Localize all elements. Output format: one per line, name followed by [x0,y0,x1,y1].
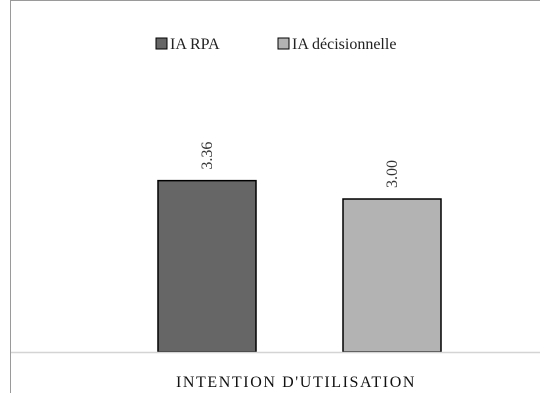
bar-ia-rpa [157,179,257,353]
plot-area: 3.36 3.00 [157,142,442,353]
data-label-ia-decisionnelle: 3.00 [384,160,401,188]
legend-label-ia-decisionnelle: IA décisionnelle [292,36,396,53]
legend: IA RPA IA décisionnelle [155,36,396,53]
legend-label-ia-rpa: IA RPA [170,36,220,53]
x-category-label: INTENTION D'UTILISATION [176,374,416,391]
chart-frame [10,0,540,393]
legend-swatch-ia-rpa [155,37,168,50]
data-label-ia-rpa: 3.36 [199,142,216,170]
legend-swatch-ia-decisionnelle [277,37,290,50]
bar-ia-decisionnelle [342,198,442,353]
